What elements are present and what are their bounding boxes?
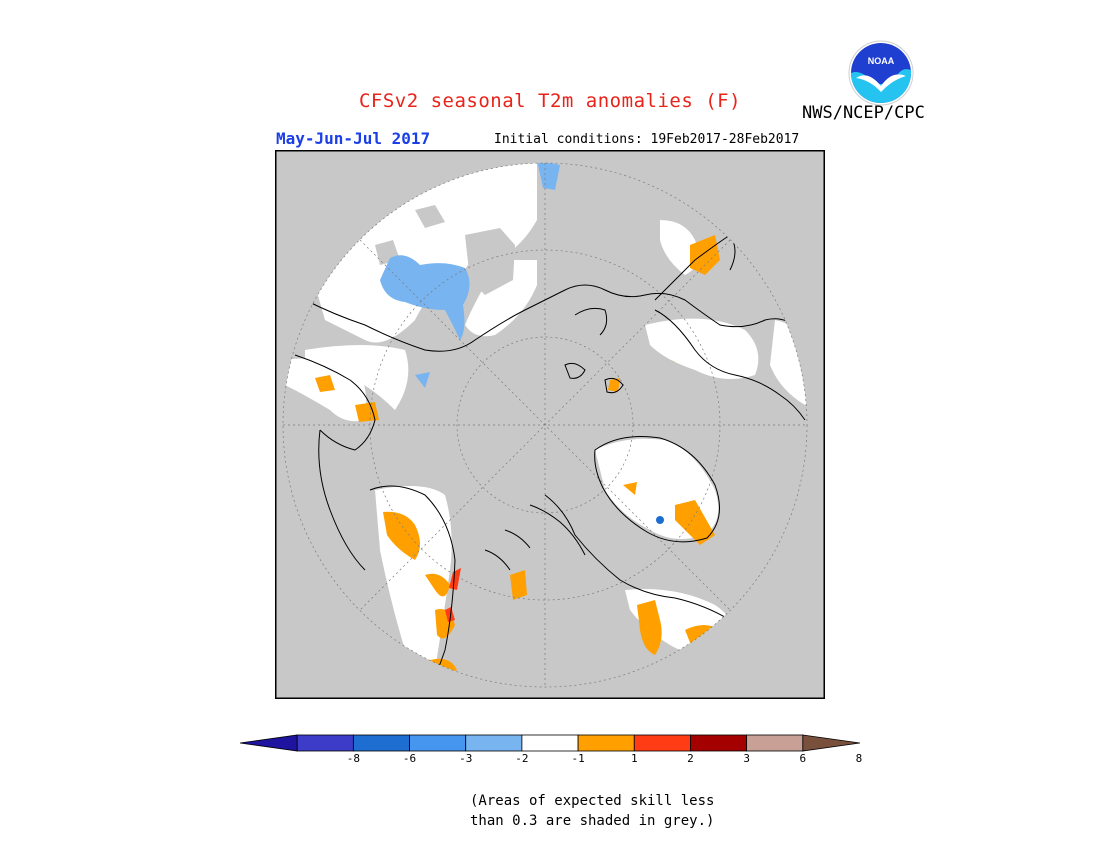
graticule [282,162,808,688]
white-region-siberia [315,163,537,343]
forecast-period: May-Jun-Jul 2017 [276,129,431,148]
white-region-scandinavia [305,345,409,410]
legend-tick-label: 8 [855,752,863,765]
coast-east-asia [654,234,736,301]
orange-region-greenland [623,482,715,545]
coast-eurasia-north [304,284,801,352]
legend-swatch [746,734,804,752]
blue-spot-greenland [656,516,664,524]
legend-arrow-high [802,734,860,752]
color-legend [240,734,860,752]
legend-arrow-low [240,734,298,752]
blue-region-minor [415,372,430,388]
polar-anomaly-map [275,150,825,699]
noaa-logo: NOAA [848,40,914,106]
white-region-far-east [465,260,537,337]
map-background [275,150,825,699]
legend-tick-label: 3 [743,752,750,765]
anomaly-shading [285,163,807,677]
coast-kamchatka [574,307,608,336]
legend-tick-labels: -8 -6 -3 -2 -1 1 2 3 6 8 [240,752,863,768]
legend-swatch [690,734,748,752]
legend-swatch [521,734,579,752]
white-region-kamchatka [660,220,699,275]
white-region-east-asia [645,318,759,379]
legend-swatch [465,734,523,752]
initial-conditions: Initial conditions: 19Feb2017-28Feb2017 [494,132,800,147]
orange-region-europe [315,375,379,422]
legend-swatch [633,734,691,752]
logo-text: NOAA [868,56,895,66]
map-frame [275,150,825,699]
agency-label: NWS/NCEP/CPC [802,103,925,123]
coast-alaska [654,309,806,421]
legend-tick-label: 1 [630,752,638,765]
page-title: CFSv2 seasonal T2m anomalies (F) [358,90,742,112]
coast-canadian-archipelago [484,504,586,571]
blue-region-yakutia [537,163,560,190]
legend-tick-label: -3 [459,752,473,765]
coast-greenland [594,436,720,543]
coast-scandinavia [294,354,376,451]
legend-tick-label: -2 [515,752,529,765]
skill-note: (Areas of expected skill less than 0.3 a… [470,791,730,831]
orange-region-africa [383,511,457,677]
blue-region-central-siberia [380,255,470,340]
red-region-africa [445,568,461,622]
legend-swatch [296,734,354,752]
legend-swatch [577,734,635,752]
legend-swatch [409,734,467,752]
legend-swatch [352,734,410,752]
skill-note-line-1: (Areas of expected skill less [470,793,715,809]
coast-svalbard [564,362,624,394]
meridian-4 [359,239,731,611]
coast-europe-west [318,429,366,571]
latitude-ring-outer [282,162,808,688]
coast-africa [369,485,456,687]
legend-tick-label: -8 [346,752,360,765]
legend-tick-label: 2 [687,752,694,765]
logo-gull [856,74,906,92]
legend-tick-label: -6 [402,752,417,765]
legend-tick-label: -1 [571,752,585,765]
grey-patches-siberia [375,205,515,295]
orange-region-kamchatka [690,235,720,275]
skill-note-line-2: than 0.3 are shaded in grey.) [470,813,715,829]
legend-tick-label: 6 [799,752,807,765]
